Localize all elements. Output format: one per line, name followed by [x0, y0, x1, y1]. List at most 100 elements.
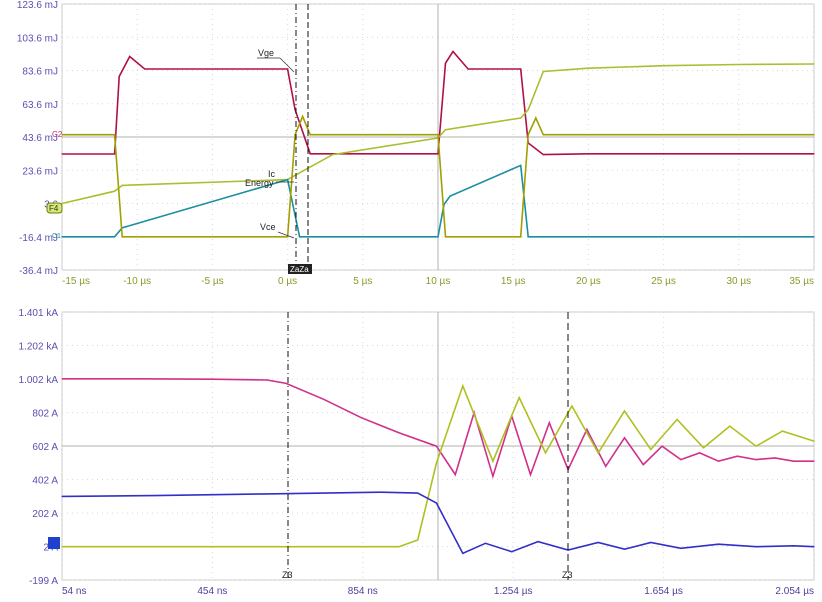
- data-point: [520, 236, 522, 238]
- data-point: [813, 153, 815, 155]
- x-tick-label: 0 µs: [278, 276, 297, 287]
- data-point: [586, 428, 588, 431]
- trace-label-ic: Ic: [268, 169, 276, 179]
- x-tick-label: -15 µs: [62, 276, 90, 287]
- data-point: [813, 546, 815, 548]
- data-point: [597, 541, 599, 544]
- ground-marker: [48, 537, 60, 549]
- channel-marker-f4: F4: [49, 204, 59, 213]
- y-tick-label: -199 A: [29, 576, 58, 587]
- y-tick-label: 202 A: [32, 509, 58, 520]
- data-point: [717, 543, 720, 545]
- y-tick-label: 802 A: [32, 409, 58, 420]
- data-point: [61, 153, 63, 155]
- data-point: [114, 134, 116, 136]
- channel-marker-c2: C2: [52, 130, 63, 139]
- data-point: [309, 134, 311, 136]
- y-tick-label: 63.6 mJ: [22, 100, 58, 111]
- data-point: [813, 63, 815, 65]
- data-point: [153, 494, 156, 497]
- x-tick-label: 1.654 µs: [644, 586, 683, 597]
- data-point: [492, 475, 494, 477]
- data-point: [341, 546, 344, 548]
- data-point: [520, 68, 522, 70]
- data-point: [605, 465, 607, 467]
- current-panel: Z3 Z3 1.401 kA 1.202 kA 1.002 kA 802 A 602 A…: [19, 308, 815, 597]
- channel-marker-c1: C1: [52, 233, 61, 240]
- data-point: [61, 134, 63, 136]
- data-point: [444, 62, 447, 64]
- data-point: [484, 542, 486, 544]
- series-vce: [62, 383, 815, 548]
- data-point: [417, 539, 419, 541]
- data-point: [544, 452, 547, 454]
- data-point: [729, 425, 731, 427]
- data-point: [462, 385, 464, 387]
- data-point: [529, 474, 532, 476]
- data-point: [542, 70, 544, 73]
- data-point: [680, 458, 682, 461]
- data-point: [129, 55, 131, 58]
- data-point: [435, 502, 438, 504]
- y-tick-label: 103.6 mJ: [17, 33, 58, 44]
- data-point: [61, 378, 63, 380]
- data-point: [774, 457, 776, 459]
- y-tick-label: 1.202 kA: [19, 342, 59, 353]
- data-point: [302, 170, 304, 172]
- data-point: [542, 154, 544, 156]
- data-point: [435, 462, 438, 464]
- data-point: [738, 63, 740, 66]
- data-point: [518, 396, 520, 399]
- data-point: [444, 236, 447, 238]
- data-point: [623, 410, 626, 412]
- y-tick-label: 1.401 kA: [19, 308, 59, 319]
- data-point: [287, 68, 289, 70]
- y-tick-label: 402 A: [32, 476, 58, 487]
- y-tick-label: 83.6 mJ: [22, 67, 58, 78]
- y-tick-label: 43.6 mJ: [22, 133, 58, 144]
- data-point: [302, 115, 304, 117]
- data-point: [332, 154, 334, 156]
- data-point: [309, 153, 311, 155]
- data-point: [266, 379, 268, 381]
- data-point: [537, 541, 539, 543]
- data-point: [435, 445, 438, 447]
- trace-label-energy: Energy: [245, 178, 274, 188]
- data-point: [437, 236, 439, 238]
- y-tick-label: -36.4 mJ: [19, 266, 58, 277]
- cursor-label-z3-right: Z3: [562, 570, 573, 580]
- channel-marker-f4-box: [46, 202, 63, 214]
- data-point: [121, 184, 123, 186]
- x-tick-label: 10 µs: [426, 276, 451, 287]
- data-point: [114, 236, 116, 238]
- data-point: [285, 382, 287, 384]
- data-point: [676, 418, 678, 420]
- data-point: [587, 153, 590, 155]
- data-point: [210, 378, 212, 380]
- data-point: [793, 545, 795, 547]
- data-point: [520, 164, 522, 167]
- top-cursors: [295, 4, 309, 270]
- data-point: [511, 551, 513, 553]
- data-point: [527, 134, 529, 136]
- data-point: [813, 440, 815, 442]
- x-tick-label: 854 ns: [348, 586, 378, 597]
- y-tick-label: 1.002 kA: [19, 375, 59, 386]
- data-point: [793, 460, 795, 462]
- x-tick-label: 2.054 µs: [775, 586, 814, 597]
- data-point: [360, 417, 362, 419]
- data-point: [755, 458, 757, 461]
- data-point: [61, 236, 63, 238]
- data-point: [535, 117, 537, 119]
- energy-panel: 123.6 mJ 103.6 mJ 83.6 mJ 63.6 mJ 43.6 mJ 23.…: [17, 0, 815, 287]
- data-point: [118, 75, 120, 78]
- x-tick-label: 20 µs: [576, 276, 601, 287]
- data-point: [294, 134, 296, 136]
- y-tick-label: 123.6 mJ: [17, 0, 58, 11]
- bottom-traces: [61, 377, 815, 555]
- data-point: [323, 398, 325, 400]
- data-point: [642, 463, 644, 466]
- data-point: [680, 547, 682, 549]
- trace-label-vce-leader: [277, 231, 295, 239]
